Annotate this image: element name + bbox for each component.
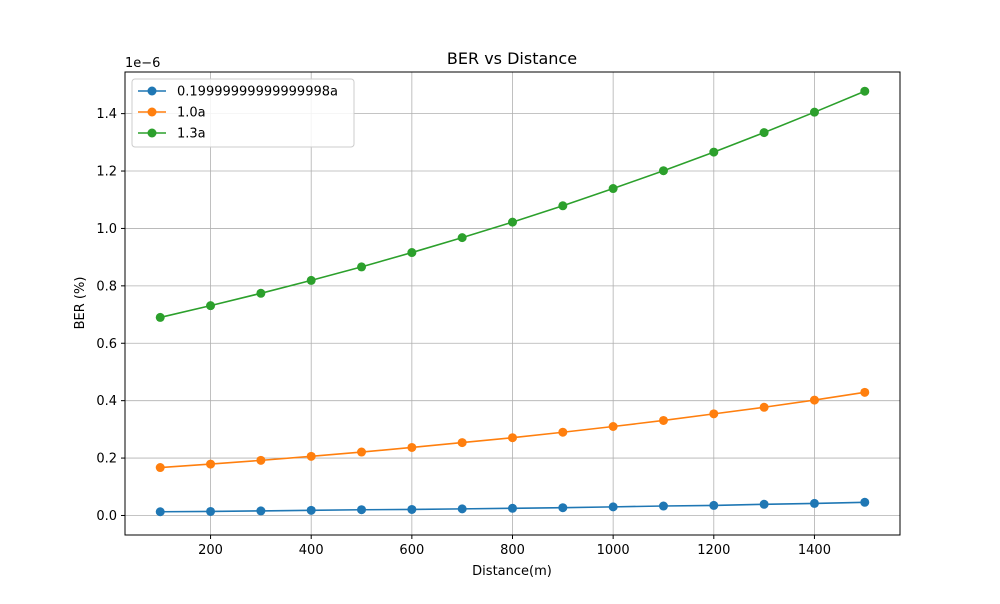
data-point bbox=[155, 507, 165, 517]
data-point bbox=[658, 415, 668, 425]
y-tick-label: 1.0 bbox=[96, 222, 117, 237]
data-point bbox=[256, 455, 266, 465]
data-point bbox=[759, 128, 769, 138]
data-point bbox=[407, 248, 417, 258]
data-point bbox=[306, 275, 316, 285]
legend-swatch-marker bbox=[147, 128, 157, 138]
data-point bbox=[860, 86, 870, 96]
x-tick-label: 800 bbox=[500, 543, 525, 558]
axis-ticks: 200 400 600 800 1000 1200 1400 0.0 0.2 0.4 0.6 0.8 1… bbox=[96, 107, 831, 558]
chart-title: BER vs Distance bbox=[447, 49, 577, 68]
y-tick-label: 0.2 bbox=[96, 452, 117, 467]
data-point bbox=[809, 107, 819, 117]
grid-lines bbox=[125, 72, 900, 535]
data-point bbox=[357, 505, 367, 515]
data-point bbox=[407, 442, 417, 452]
x-axis-label: Distance(m) bbox=[472, 564, 552, 579]
y-tick-label: 0.4 bbox=[96, 394, 117, 409]
legend-box bbox=[131, 78, 355, 148]
data-point bbox=[457, 233, 467, 243]
y-axis-offset-label: 1e−6 bbox=[125, 56, 160, 71]
y-tick-label: 0.0 bbox=[96, 509, 117, 524]
x-tick-label: 1000 bbox=[597, 543, 630, 558]
x-tick-label: 600 bbox=[399, 543, 424, 558]
data-point bbox=[256, 288, 266, 298]
data-point bbox=[608, 421, 618, 431]
legend-swatch-marker bbox=[147, 107, 157, 117]
data-point bbox=[155, 312, 165, 322]
x-tick-label: 200 bbox=[198, 543, 223, 558]
data-point bbox=[357, 447, 367, 457]
data-point bbox=[809, 395, 819, 405]
y-tick-label: 1.2 bbox=[96, 165, 117, 180]
legend-swatch-marker bbox=[147, 86, 157, 96]
data-point bbox=[508, 503, 517, 513]
data-point bbox=[256, 506, 266, 516]
data-point bbox=[658, 166, 668, 176]
data-point bbox=[860, 387, 870, 397]
data-point bbox=[155, 463, 165, 473]
data-point bbox=[709, 147, 719, 157]
series-layer bbox=[155, 86, 870, 517]
data-point bbox=[658, 501, 668, 511]
x-tick-label: 400 bbox=[299, 543, 324, 558]
data-point bbox=[759, 499, 769, 509]
data-point bbox=[709, 409, 719, 419]
data-point bbox=[508, 217, 517, 227]
legend-entry-label: 1.0a bbox=[177, 106, 206, 121]
data-point bbox=[759, 402, 769, 412]
data-point bbox=[357, 262, 367, 272]
data-point bbox=[407, 504, 417, 514]
data-point bbox=[457, 438, 467, 448]
data-point bbox=[608, 184, 618, 194]
y-axis-label: BER (%) bbox=[73, 277, 88, 330]
data-point bbox=[709, 500, 719, 510]
y-tick-label: 0.6 bbox=[96, 337, 117, 352]
data-point bbox=[558, 201, 568, 211]
data-point bbox=[860, 497, 870, 507]
data-point bbox=[558, 503, 568, 513]
data-point bbox=[608, 502, 618, 512]
data-point bbox=[206, 301, 216, 311]
x-tick-label: 1200 bbox=[697, 543, 730, 558]
data-point bbox=[809, 498, 819, 508]
legend-entry-label: 1.3a bbox=[177, 127, 206, 142]
data-point bbox=[206, 459, 216, 469]
y-tick-label: 0.8 bbox=[96, 279, 117, 294]
data-point bbox=[457, 504, 467, 514]
legend-entry-label: 0.19999999999999998a bbox=[177, 85, 338, 100]
data-point bbox=[558, 427, 568, 437]
data-point bbox=[306, 451, 316, 461]
x-tick-label: 1400 bbox=[798, 543, 831, 558]
y-tick-label: 1.4 bbox=[96, 107, 117, 122]
legend: 0.19999999999999998a 1.0a 1.3a bbox=[131, 78, 355, 148]
data-point bbox=[306, 505, 316, 515]
data-point bbox=[508, 433, 517, 443]
data-point bbox=[206, 506, 216, 516]
